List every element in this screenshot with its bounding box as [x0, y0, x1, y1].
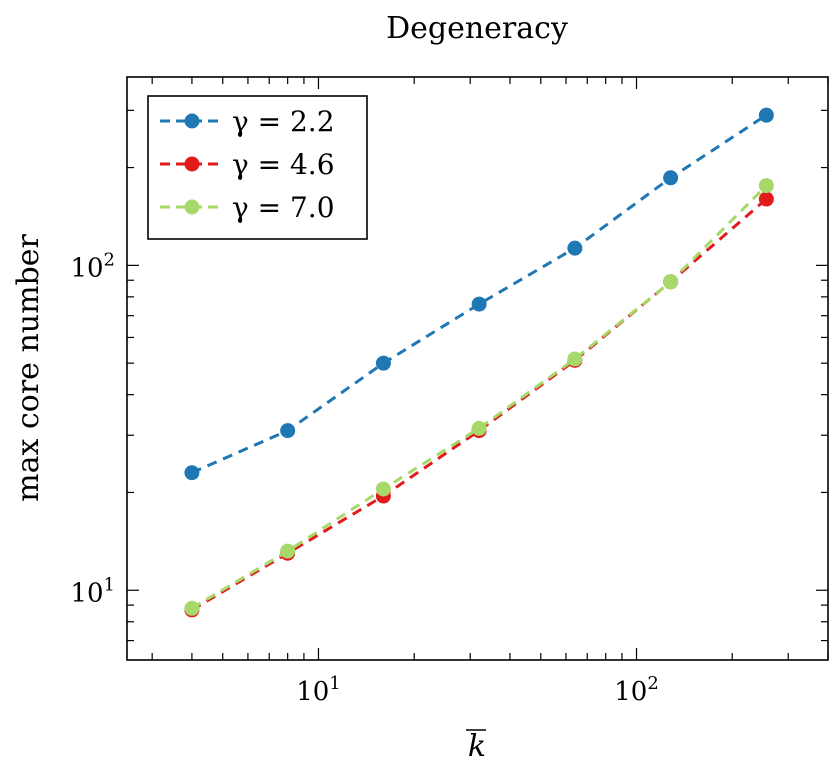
- major-ticks: [127, 77, 828, 660]
- legend-entry: γ = 7.0: [160, 191, 335, 224]
- legend-entry: γ = 4.6: [160, 148, 335, 181]
- x-axis-label-text: k: [468, 729, 486, 764]
- data-point: [567, 351, 583, 367]
- series-3: [184, 178, 774, 616]
- series-line: [191, 197, 768, 612]
- plot-frame: [126, 76, 829, 661]
- chart-title: Degeneracy: [386, 11, 568, 46]
- series-line: [191, 184, 768, 610]
- x-tick-label: 101: [296, 673, 341, 707]
- x-axis-label: k: [466, 729, 486, 764]
- data-point: [663, 170, 679, 186]
- data-point: [758, 191, 774, 207]
- legend: γ = 2.2 γ = 4.6 γ = 7.0: [147, 95, 368, 240]
- data-point: [184, 465, 200, 481]
- y-tick-label: 101: [70, 574, 115, 608]
- x-tick-labels: 101 102: [296, 673, 659, 707]
- legend-swatch-marker: [184, 156, 200, 172]
- y-tick-labels: 101 102: [70, 249, 115, 608]
- y-tick-label: 102: [70, 249, 115, 283]
- data-point: [567, 240, 583, 256]
- data-point: [758, 178, 774, 194]
- y-axis-label: max core number: [11, 234, 46, 502]
- plot-area: [126, 76, 829, 661]
- data-point: [375, 481, 391, 497]
- data-point: [471, 296, 487, 312]
- data-point: [280, 423, 296, 439]
- data-point: [663, 274, 679, 290]
- data-point: [375, 355, 391, 371]
- data-point: [471, 420, 487, 436]
- data-point: [758, 107, 774, 123]
- legend-label: γ = 2.2: [232, 105, 335, 138]
- legend-entry: γ = 2.2: [160, 105, 335, 138]
- data-point: [280, 543, 296, 559]
- x-tick-label: 102: [614, 673, 659, 707]
- legend-swatch-marker: [184, 113, 200, 129]
- series-1: [184, 107, 774, 481]
- series-layer: [184, 107, 774, 618]
- series-2: [184, 191, 774, 618]
- legend-label: γ = 7.0: [232, 191, 335, 224]
- legend-label: γ = 4.6: [232, 148, 335, 181]
- minor-ticks: [127, 77, 829, 660]
- data-point: [184, 600, 200, 616]
- legend-swatch-marker: [184, 199, 200, 215]
